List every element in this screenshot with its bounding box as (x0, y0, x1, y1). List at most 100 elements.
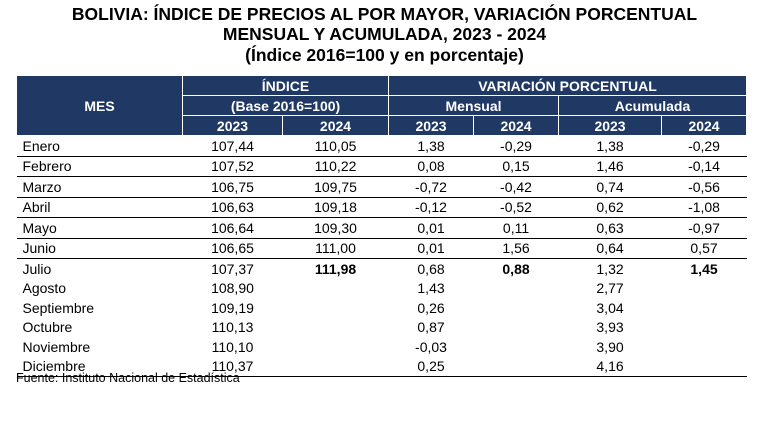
value-cell: -0,14 (661, 155, 747, 177)
price-index-table: MES ÍNDICE VARIACIÓN PORCENTUAL (Base 20… (16, 75, 748, 377)
value-cell: 0,63 (558, 217, 662, 238)
value-cell (474, 318, 559, 338)
value-cell: 110,05 (314, 137, 357, 154)
header-year: 2023 (388, 115, 475, 136)
value-cell: -0,12 (388, 196, 474, 218)
value-cell: 3,93 (596, 319, 624, 336)
month-cell: Marzo (16, 176, 183, 197)
value-cell: 0,11 (473, 217, 559, 238)
header-year: 2024 (661, 115, 748, 136)
value-cell: 1,46 (558, 155, 662, 177)
table-row: Octubre 110,13 0,87 3,93 (17, 318, 747, 338)
table-row: Febrero 107,52 110,22 0,08 0,15 1,46 -0,14 (16, 155, 747, 177)
value-cell: 0,64 (558, 237, 662, 259)
value-cell: 0,57 (661, 237, 747, 259)
month-cell: Julio (16, 258, 183, 279)
month-cell: Noviembre (22, 338, 91, 355)
value-cell (283, 337, 389, 357)
title-line-3: (Índice 2016=100 y en porcentaje) (245, 45, 524, 65)
value-cell (474, 298, 559, 318)
table-row: Noviembre 110,10 -0,03 3,90 (17, 337, 747, 357)
value-cell: 109,18 (282, 196, 389, 218)
value-cell: 110,22 (282, 155, 389, 177)
month-cell: Abril (16, 196, 183, 218)
value-cell (474, 279, 559, 299)
value-cell: 106,65 (182, 237, 283, 259)
value-cell: 109,30 (282, 217, 389, 238)
value-cell: 109,75 (282, 176, 389, 197)
value-cell: -0,72 (388, 176, 474, 197)
value-cell: 0,08 (388, 155, 474, 177)
table-row: Agosto 108,90 1,43 2,77 (17, 279, 747, 299)
value-cell: -0,29 (688, 137, 720, 154)
value-cell: 107,44 (211, 137, 254, 154)
header-indice: ÍNDICE (181, 75, 390, 96)
value-cell: 3,90 (596, 338, 624, 355)
title-line-1: BOLIVIA: ÍNDICE DE PRECIOS AL POR MAYOR,… (71, 4, 698, 24)
table-row: Septiembre 109,19 0,26 3,04 (17, 298, 747, 318)
header-acumulada: Acumulada (558, 95, 748, 116)
value-cell (662, 337, 747, 357)
table-row: Enero 107,44 110,05 1,38 -0,29 1,38 -0,29 (17, 136, 747, 157)
value-cell: 106,64 (182, 217, 283, 238)
value-cell: 0,26 (417, 299, 445, 316)
month-cell: Enero (22, 137, 60, 154)
value-cell: 109,19 (211, 299, 254, 316)
value-cell: -0,03 (415, 338, 447, 355)
value-cell (283, 279, 389, 299)
value-cell (661, 356, 747, 377)
value-cell: -0,56 (661, 176, 747, 197)
value-cell: 106,63 (182, 196, 283, 218)
month-cell: Junio (16, 237, 183, 259)
value-cell: 110,10 (211, 338, 254, 355)
month-cell: Diciembre (16, 356, 183, 377)
table-row: Junio 106,65 111,00 0,01 1,56 0,64 0,57 (16, 237, 747, 259)
value-cell: 1,56 (473, 237, 559, 259)
value-cell (662, 279, 747, 299)
header-mensual: Mensual (388, 95, 560, 116)
value-cell: 1,45 (661, 258, 747, 279)
header-mes: MES (16, 75, 183, 136)
header-base: (Base 2016=100) (181, 95, 390, 116)
value-cell: -0,29 (500, 137, 532, 154)
value-cell: 1,32 (558, 258, 662, 279)
value-cell: 0,25 (388, 356, 474, 377)
value-cell: 0,62 (558, 196, 662, 218)
value-cell: 0,15 (473, 155, 559, 177)
header-variacion: VARIACIÓN PORCENTUAL (388, 75, 748, 96)
table-row: Diciembre 110,37 0,25 4,16 (16, 356, 747, 377)
value-cell: 106,75 (182, 176, 283, 197)
table-row: Abril 106,63 109,18 -0,12 -0,52 0,62 -1,08 (16, 196, 747, 218)
value-cell: 4,16 (558, 356, 662, 377)
value-cell: -0,42 (473, 176, 559, 197)
value-cell (283, 298, 389, 318)
value-cell: 110,13 (211, 319, 254, 336)
month-cell: Mayo (16, 217, 183, 238)
value-cell: 1,43 (417, 280, 445, 297)
source-note: Fuente: Instituto Nacional de Estadístic… (16, 371, 240, 385)
value-cell: -0,52 (473, 196, 559, 218)
value-cell: 2,77 (596, 280, 624, 297)
value-cell: 1,38 (417, 137, 445, 154)
month-cell: Septiembre (22, 299, 95, 316)
month-cell: Agosto (22, 280, 67, 297)
value-cell: 0,74 (558, 176, 662, 197)
header-year: 2023 (558, 115, 663, 136)
value-cell: 108,90 (211, 280, 254, 297)
value-cell: 0,88 (473, 258, 559, 279)
value-cell: 111,98 (282, 258, 389, 279)
table-row: Mayo 106,64 109,30 0,01 0,11 0,63 -0,97 (16, 217, 747, 238)
value-cell: 107,52 (182, 155, 283, 177)
value-cell: 0,68 (388, 258, 474, 279)
header-year: 2024 (281, 115, 390, 136)
header-year: 2023 (182, 115, 283, 136)
header-year: 2024 (473, 115, 560, 136)
value-cell (473, 356, 559, 377)
value-cell (282, 356, 389, 377)
table-row: Marzo 106,75 109,75 -0,72 -0,42 0,74 -0,56 (16, 176, 747, 197)
table-row: Julio 107,37 111,98 0,68 0,88 1,32 1,45 (16, 258, 747, 279)
value-cell: 107,37 (182, 258, 283, 279)
value-cell: -0,97 (661, 217, 747, 238)
value-cell: 111,00 (282, 237, 389, 259)
value-cell: 0,01 (388, 237, 474, 259)
